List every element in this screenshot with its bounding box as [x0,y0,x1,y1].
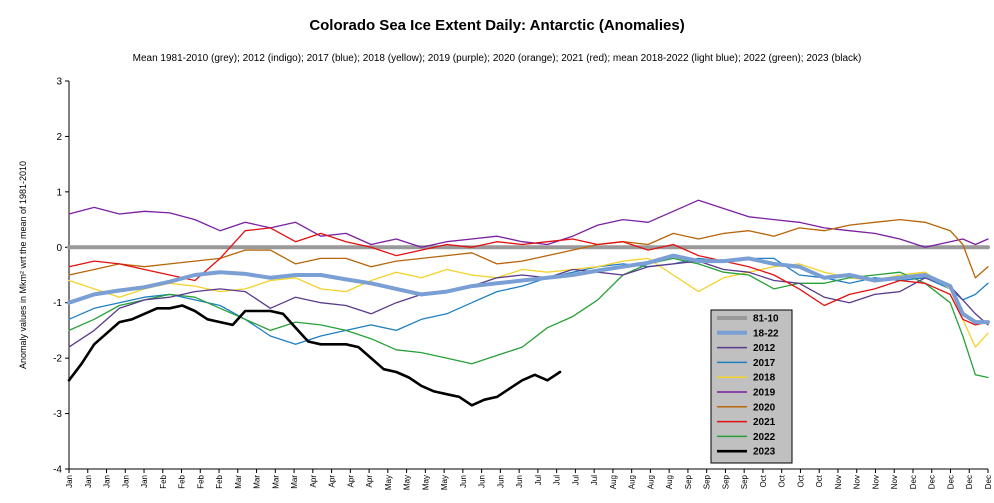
legend-label: 81-10 [753,314,779,325]
y-ticks: 3 2 1 0 -1 -2 -3 -4 [53,77,69,476]
x-tick-label: Aug [609,475,618,489]
x-tick-label: Feb [159,474,168,488]
y-tick-label: 1 [56,187,62,198]
y-tick-label: 0 [56,243,62,254]
series-line-2023 [67,304,562,407]
x-tick-label: May [384,475,393,490]
legend-label: 18-22 [753,328,779,339]
x-tick-label: Oct [759,474,768,487]
x-tick-label: Mar [290,475,299,489]
x-tick-label: May [421,475,430,490]
x-tick-label: Jun [496,475,505,488]
legend-label: 2022 [753,432,776,443]
x-tick-label: Aug [628,475,637,489]
x-tick-label: Dec [928,475,937,489]
x-tick-label: Nov [871,475,880,489]
legend-label: 2019 [753,388,776,399]
x-tick-label: Dec [909,475,918,489]
x-tick-label: May [440,475,449,490]
legend-label: 2012 [753,343,776,354]
x-tick-label: Apr [328,475,337,488]
x-tick-label: Dec [984,475,993,489]
x-tick-label: Sep [721,474,730,489]
chart-subtitle: Mean 1981-2010 (grey); 2012 (indigo); 20… [133,53,862,64]
legend-label: 2023 [753,447,776,458]
x-tick-label: Jul [571,475,580,485]
x-tick-label: Jul [590,475,599,485]
y-tick-label: -2 [53,354,62,365]
x-tick-label: Nov [834,475,843,489]
x-tick-label: Mar [234,475,243,489]
legend: 81-10 18-22 2012 2017 2018 2019 2020 2021 2022 20… [710,309,793,464]
x-tick-label: Jan [65,475,74,488]
series-line-2017 [68,257,989,345]
x-tick-label: May [403,475,412,490]
x-tick-label: Apr [365,475,374,488]
y-tick-label: 3 [56,77,62,88]
series-line-2022 [68,257,989,379]
x-tick-label: Sep [703,474,712,489]
x-tick-label: Feb [196,474,205,488]
series-line-2020 [68,218,989,279]
x-tick-label: Jun [515,475,524,488]
series-line-2019 [68,199,989,248]
legend-label: 2021 [753,417,776,428]
legend-label: 2017 [753,358,776,369]
x-tick-label: Nov [890,475,899,489]
y-tick-label: -1 [53,298,62,309]
x-tick-label: Jun [478,475,487,488]
x-tick-label: Feb [178,474,187,488]
x-tick-label: Oct [796,474,805,487]
x-tick-label: Dec [965,475,974,489]
y-tick-label: 2 [56,132,62,143]
legend-label: 2020 [753,402,776,413]
x-tick-label: Jan [140,475,149,488]
x-tick-label: Apr [346,475,355,488]
series-line-18-22 [67,253,990,325]
legend-box [710,309,793,464]
chart-title: Colorado Sea Ice Extent Daily: Antarctic… [309,17,684,34]
x-tick-label: Jul [553,475,562,485]
x-tick-label: Oct [778,474,787,487]
y-tick-label: -4 [53,465,62,476]
x-tick-label: Feb [215,474,224,488]
x-tick-label: Aug [646,475,655,489]
x-tick-label: Jul [534,475,543,485]
x-tick-label: Mar [253,475,262,489]
x-tick-label: Sep [740,474,749,489]
x-tick-label: Jan [121,475,130,488]
x-tick-label: Jun [459,475,468,488]
legend-label: 2018 [753,373,776,384]
x-tick-label: Sep [684,474,693,489]
series-lines [67,199,990,407]
x-tick-label: Jan [84,475,93,488]
x-tick-label: Mar [271,475,280,489]
y-tick-label: -3 [53,409,62,420]
x-tick-label: Dec [946,475,955,489]
x-ticks: Jan Jan Jan Jan Jan Feb Feb Feb Feb Mar Mar Mar Mar A… [65,469,993,490]
y-axis-label: Anomaly values in Mkm² wrt the mean of 1… [18,161,28,369]
x-tick-label: Apr [309,475,318,488]
x-tick-label: Jan [103,475,112,488]
x-tick-label: Aug [665,475,674,489]
x-tick-label: Nov [853,475,862,489]
series-line-2021 [68,227,989,326]
x-tick-label: Oct [815,474,824,487]
